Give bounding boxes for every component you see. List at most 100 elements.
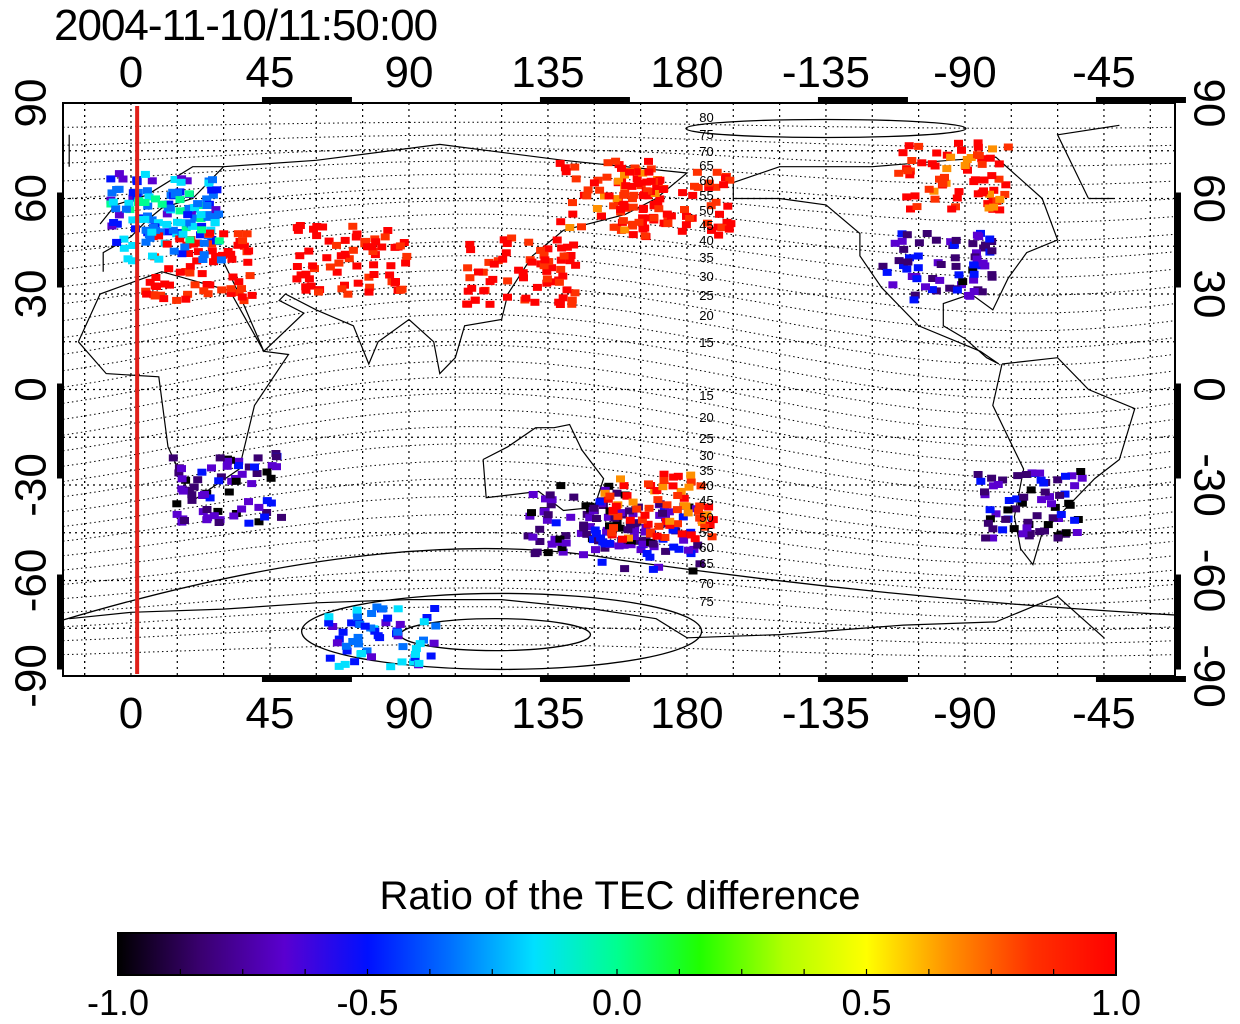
tec-pixel <box>151 195 160 203</box>
tec-pixel <box>1018 530 1028 538</box>
tec-pixel <box>181 224 191 232</box>
right-lat-label: 60 <box>1184 174 1233 223</box>
tec-pixel <box>1035 528 1045 536</box>
tec-pixel <box>636 546 646 554</box>
tec-pixel <box>707 533 717 541</box>
tec-pixel <box>719 181 729 189</box>
tec-pixel <box>391 278 400 285</box>
magnetic-contour <box>62 255 1174 314</box>
tec-pixel <box>974 152 984 159</box>
tec-pixel <box>1076 468 1086 475</box>
tec-pixel <box>207 236 217 243</box>
left-lat-label: -30 <box>7 453 56 517</box>
tec-pixel <box>683 509 693 517</box>
tec-pixel <box>151 274 161 281</box>
tec-pixel <box>969 178 979 186</box>
tec-pixel <box>145 278 155 286</box>
tec-pixel <box>625 168 634 176</box>
tec-pixel <box>1037 496 1047 504</box>
tec-pixel <box>686 531 696 539</box>
tec-pixel <box>245 272 255 280</box>
magnetic-contour <box>62 269 1174 332</box>
tec-pixel <box>207 247 217 255</box>
tec-pixel <box>659 470 669 478</box>
tec-pixel <box>168 226 178 234</box>
tec-pixel <box>292 263 302 270</box>
tec-pixel <box>558 272 568 280</box>
tec-pixel <box>169 247 179 255</box>
tec-pixel <box>725 176 735 184</box>
tec-pixel <box>474 268 483 276</box>
right-lat-label: 90 <box>1184 79 1233 128</box>
tec-pixel <box>592 205 602 212</box>
tec-pixel <box>348 638 358 645</box>
tec-pixel <box>234 278 244 286</box>
tec-pixel <box>714 231 724 239</box>
colorbar-tick-label: 0.0 <box>591 982 643 1023</box>
tec-pixel <box>907 273 917 280</box>
tec-pixel <box>653 180 663 188</box>
tec-pixel <box>568 210 578 218</box>
colorbar-tick-label: -0.5 <box>336 982 399 1023</box>
tec-pixel <box>243 258 253 266</box>
tec-pixel <box>677 530 687 538</box>
tec-pixel <box>582 192 592 200</box>
tec-pixel <box>340 250 350 258</box>
tec-pixel <box>372 603 382 611</box>
tec-pixel <box>233 241 243 249</box>
tec-pixel <box>211 252 221 260</box>
tec-pixel <box>674 545 684 553</box>
tec-pixel <box>244 247 254 255</box>
frame-bar-right <box>1175 574 1181 670</box>
tec-pixel <box>207 186 217 194</box>
tec-pixel <box>395 242 405 250</box>
contour-label: 15 <box>699 335 713 350</box>
tec-pixel <box>143 202 153 210</box>
coastline <box>223 143 689 375</box>
tec-pixel <box>628 203 638 211</box>
tec-pixel <box>214 519 224 526</box>
tec-pixel <box>397 658 407 666</box>
tec-pixel <box>242 230 252 238</box>
frame-bar-top <box>817 97 908 103</box>
tec-pixel <box>184 250 194 257</box>
bottom-lon-label: 90 <box>384 689 433 738</box>
tec-pixel <box>890 239 900 247</box>
tec-pixel <box>1055 491 1065 499</box>
tec-pixel <box>696 482 706 490</box>
tec-pixel <box>988 482 998 490</box>
contour-label: 60 <box>699 173 713 188</box>
tec-pixel <box>942 165 952 173</box>
magnetic-contour <box>62 625 1174 645</box>
tec-pixel <box>582 530 592 538</box>
tec-pixel <box>1048 514 1058 522</box>
tec-pixel <box>581 502 591 510</box>
tec-pixel <box>260 513 270 521</box>
tec-pixel <box>334 259 344 267</box>
tec-pixel <box>655 195 665 203</box>
frame-bar-top <box>1095 97 1186 103</box>
tec-pixel <box>616 205 626 213</box>
tec-pixel <box>625 516 635 524</box>
tec-pixel <box>620 565 630 573</box>
contour-label: 45 <box>699 493 713 508</box>
tec-pixel <box>365 283 375 291</box>
tec-pixel <box>645 553 655 561</box>
tec-pixel <box>989 203 999 211</box>
tec-pixel <box>987 271 997 279</box>
tec-pixel <box>988 534 998 542</box>
tec-pixel <box>205 281 215 289</box>
tec-pixel <box>332 268 342 276</box>
tec-pixel <box>226 289 236 297</box>
tec-pixel <box>523 532 533 540</box>
tec-pixel <box>579 551 588 559</box>
tec-pixel <box>162 220 172 228</box>
tec-pixel <box>543 511 553 519</box>
tec-pixel <box>208 191 218 199</box>
tec-pixel <box>717 224 727 232</box>
tec-pixel <box>209 512 219 520</box>
tec-pixel <box>595 186 605 194</box>
tec-pixel <box>364 273 374 281</box>
tec-pixel <box>463 287 473 295</box>
tec-pixel <box>659 506 669 514</box>
